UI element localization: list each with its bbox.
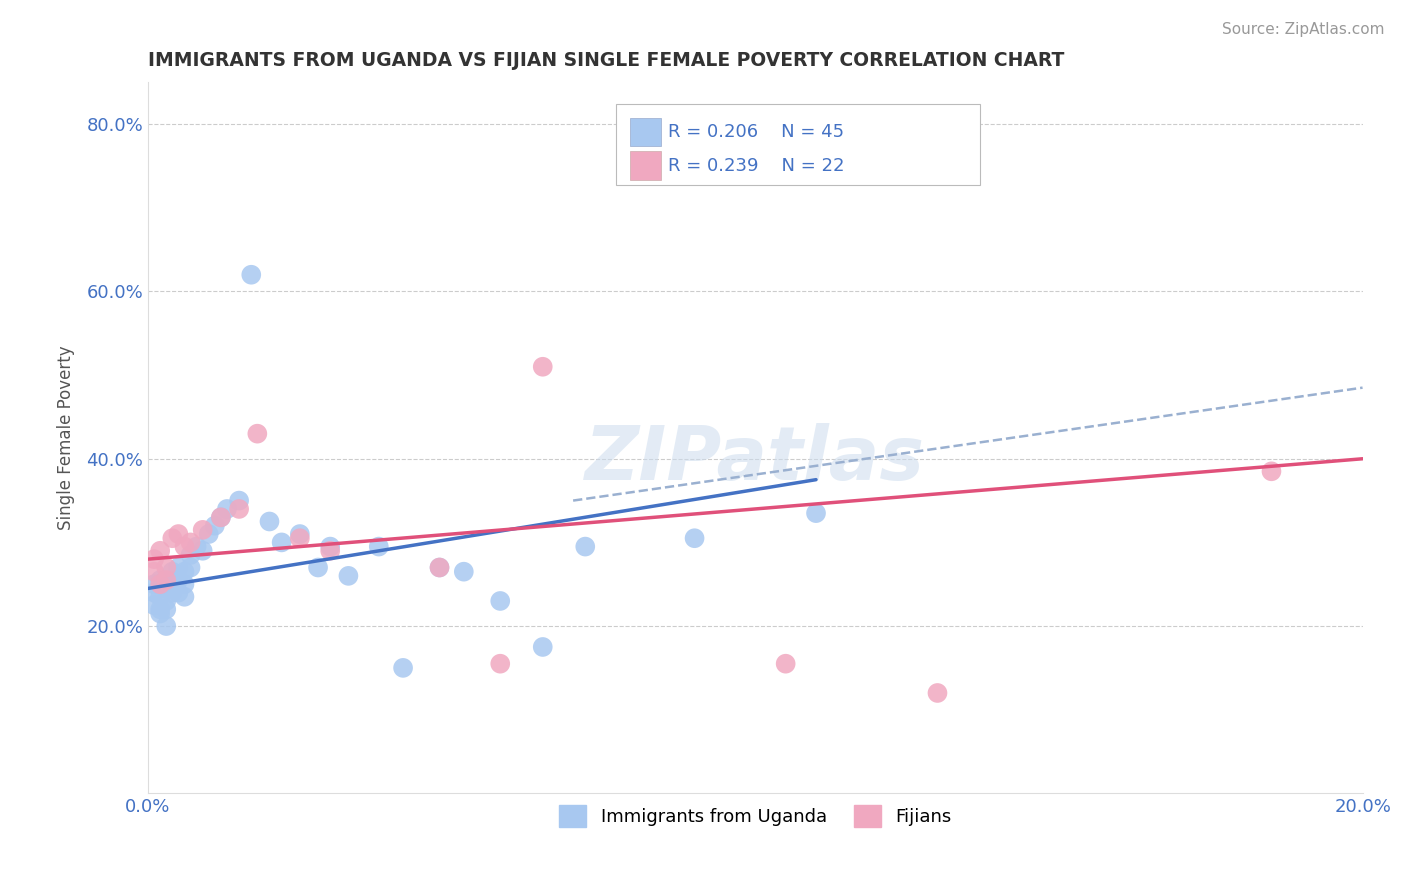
Point — [804, 506, 827, 520]
Point — [149, 573, 172, 587]
Point — [215, 502, 238, 516]
Point — [927, 686, 949, 700]
Point — [775, 657, 797, 671]
Point — [143, 577, 166, 591]
Point — [489, 657, 512, 671]
Point — [270, 535, 292, 549]
Point — [155, 602, 177, 616]
Point — [186, 540, 208, 554]
Text: ZIPatlas: ZIPatlas — [585, 423, 925, 496]
Point — [162, 585, 184, 599]
Point — [197, 527, 219, 541]
Text: IMMIGRANTS FROM UGANDA VS FIJIAN SINGLE FEMALE POVERTY CORRELATION CHART: IMMIGRANTS FROM UGANDA VS FIJIAN SINGLE … — [148, 51, 1064, 70]
Point — [149, 543, 172, 558]
Point — [149, 607, 172, 621]
Point — [162, 577, 184, 591]
Point — [167, 573, 190, 587]
Point — [288, 531, 311, 545]
Point — [180, 560, 202, 574]
Point — [531, 640, 554, 654]
Point — [228, 502, 250, 516]
Point — [259, 515, 281, 529]
FancyBboxPatch shape — [630, 152, 661, 180]
Point — [429, 560, 451, 574]
Legend: Immigrants from Uganda, Fijians: Immigrants from Uganda, Fijians — [551, 797, 959, 834]
Point — [319, 543, 342, 558]
Point — [204, 518, 226, 533]
Point — [531, 359, 554, 374]
Point — [173, 540, 195, 554]
Point — [155, 619, 177, 633]
Point — [191, 543, 214, 558]
Point — [574, 540, 596, 554]
Point — [288, 527, 311, 541]
Point — [367, 540, 389, 554]
Point — [167, 560, 190, 574]
Point — [143, 552, 166, 566]
Point — [246, 426, 269, 441]
Point — [240, 268, 263, 282]
Point — [143, 598, 166, 612]
Point — [191, 523, 214, 537]
Point — [319, 540, 342, 554]
Text: Source: ZipAtlas.com: Source: ZipAtlas.com — [1222, 22, 1385, 37]
Point — [429, 560, 451, 574]
Point — [307, 560, 329, 574]
Point — [162, 531, 184, 545]
Point — [149, 590, 172, 604]
Point — [180, 548, 202, 562]
Point — [173, 577, 195, 591]
Point — [143, 565, 166, 579]
Point — [337, 569, 360, 583]
Point — [155, 560, 177, 574]
Y-axis label: Single Female Poverty: Single Female Poverty — [58, 345, 75, 530]
Point — [167, 585, 190, 599]
Point — [489, 594, 512, 608]
Point — [392, 661, 415, 675]
FancyBboxPatch shape — [616, 103, 980, 186]
Text: R = 0.239    N = 22: R = 0.239 N = 22 — [668, 156, 845, 175]
Point — [162, 565, 184, 579]
Point — [180, 535, 202, 549]
Point — [173, 565, 195, 579]
Point — [149, 602, 172, 616]
Point — [228, 493, 250, 508]
Point — [167, 527, 190, 541]
Point — [683, 531, 706, 545]
Point — [173, 590, 195, 604]
Point — [1260, 464, 1282, 478]
Point — [149, 577, 172, 591]
Point — [155, 573, 177, 587]
Point — [453, 565, 475, 579]
Text: R = 0.206    N = 45: R = 0.206 N = 45 — [668, 123, 844, 141]
Point — [209, 510, 232, 524]
FancyBboxPatch shape — [630, 118, 661, 146]
Point — [143, 585, 166, 599]
Point — [155, 582, 177, 596]
Point — [155, 594, 177, 608]
Point — [209, 510, 232, 524]
